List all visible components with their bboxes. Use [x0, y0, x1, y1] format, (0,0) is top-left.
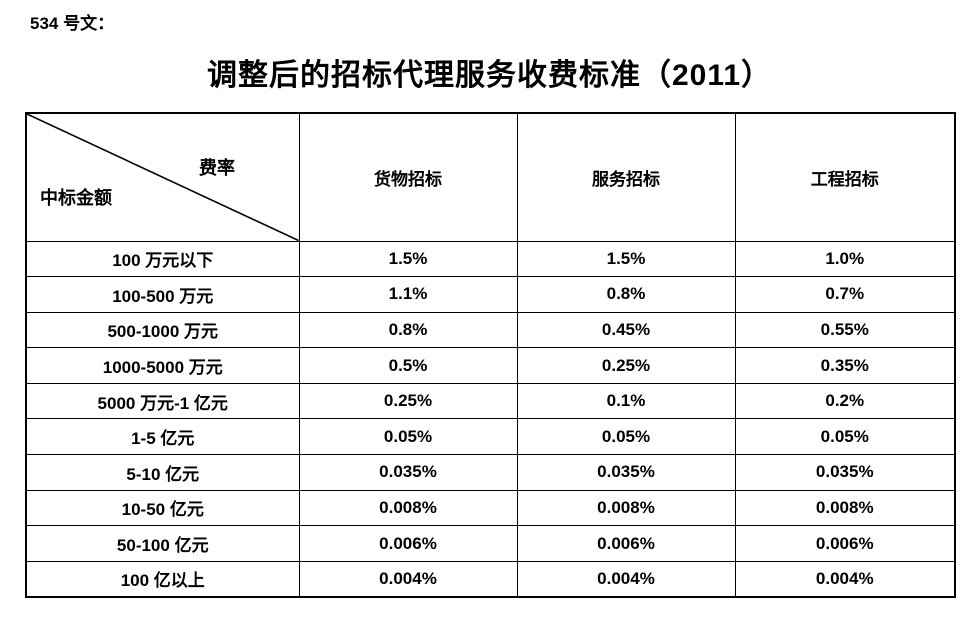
- row-label: 5-10 亿元: [25, 454, 300, 491]
- row-label: 1-5 亿元: [25, 418, 300, 456]
- row-label: 100 亿以上: [25, 560, 300, 598]
- corner-cell: 费率 中标金额: [25, 112, 300, 242]
- table-row: 100-500 万元 1.1% 0.8% 0.7%: [25, 276, 956, 313]
- column-header-goods: 货物招标: [298, 112, 518, 242]
- corner-label-amount: 中标金额: [40, 188, 112, 208]
- rate-cell: 0.25%: [298, 382, 518, 420]
- row-label: 100 万元以下: [25, 240, 300, 278]
- rate-cell: 0.035%: [516, 454, 736, 491]
- rate-cell: 0.004%: [298, 560, 518, 598]
- rate-cell: 1.1%: [298, 276, 518, 313]
- table-row: 1-5 亿元 0.05% 0.05% 0.05%: [25, 418, 956, 456]
- row-label: 50-100 亿元: [25, 525, 300, 562]
- column-header-engineering: 工程招标: [734, 112, 956, 242]
- rate-cell: 0.7%: [734, 276, 956, 313]
- rate-cell: 0.008%: [734, 489, 956, 527]
- doc-number-label: 534 号文：: [30, 14, 115, 33]
- rate-cell: 0.05%: [298, 418, 518, 456]
- table-row: 100 万元以下 1.5% 1.5% 1.0%: [25, 240, 956, 278]
- row-label: 10-50 亿元: [25, 489, 300, 527]
- rate-cell: 0.1%: [516, 382, 736, 420]
- table-row: 1000-5000 万元 0.5% 0.25% 0.35%: [25, 347, 956, 384]
- rate-cell: 0.035%: [298, 454, 518, 491]
- column-header-services: 服务招标: [516, 112, 736, 242]
- rate-cell: 0.006%: [298, 525, 518, 562]
- rate-cell: 0.006%: [734, 525, 956, 562]
- table-row: 500-1000 万元 0.8% 0.45% 0.55%: [25, 311, 956, 349]
- table-row: 10-50 亿元 0.008% 0.008% 0.008%: [25, 489, 956, 527]
- diagonal-divider-icon: [27, 114, 299, 241]
- rate-cell: 0.004%: [734, 560, 956, 598]
- rate-cell: 0.05%: [734, 418, 956, 456]
- row-label: 100-500 万元: [25, 276, 300, 313]
- rate-cell: 0.008%: [298, 489, 518, 527]
- table-row: 100 亿以上 0.004% 0.004% 0.004%: [25, 560, 956, 598]
- rate-cell: 0.45%: [516, 311, 736, 349]
- rate-cell: 0.55%: [734, 311, 956, 349]
- table-header-row: 费率 中标金额 货物招标 服务招标 工程招标: [25, 112, 956, 242]
- table-row: 5-10 亿元 0.035% 0.035% 0.035%: [25, 454, 956, 491]
- rate-cell: 1.0%: [734, 240, 956, 278]
- rate-cell: 0.006%: [516, 525, 736, 562]
- rate-cell: 1.5%: [516, 240, 736, 278]
- rate-cell: 0.8%: [298, 311, 518, 349]
- rate-cell: 0.004%: [516, 560, 736, 598]
- rate-cell: 0.2%: [734, 382, 956, 420]
- rate-cell: 1.5%: [298, 240, 518, 278]
- rate-cell: 0.5%: [298, 347, 518, 384]
- fee-table: 费率 中标金额 货物招标 服务招标 工程招标 100 万元以下 1.5% 1.5…: [25, 112, 956, 598]
- row-label: 5000 万元-1 亿元: [25, 382, 300, 420]
- rate-cell: 0.05%: [516, 418, 736, 456]
- corner-label-rate: 费率: [199, 158, 235, 178]
- table-row: 50-100 亿元 0.006% 0.006% 0.006%: [25, 525, 956, 562]
- table-body: 100 万元以下 1.5% 1.5% 1.0% 100-500 万元 1.1% …: [25, 240, 956, 598]
- rate-cell: 0.35%: [734, 347, 956, 384]
- row-label: 500-1000 万元: [25, 311, 300, 349]
- page-title: 调整后的招标代理服务收费标准（2011）: [206, 59, 773, 92]
- row-label: 1000-5000 万元: [25, 347, 300, 384]
- rate-cell: 0.008%: [516, 489, 736, 527]
- table-row: 5000 万元-1 亿元 0.25% 0.1% 0.2%: [25, 382, 956, 420]
- rate-cell: 0.035%: [734, 454, 956, 491]
- rate-cell: 0.8%: [516, 276, 736, 313]
- rate-cell: 0.25%: [516, 347, 736, 384]
